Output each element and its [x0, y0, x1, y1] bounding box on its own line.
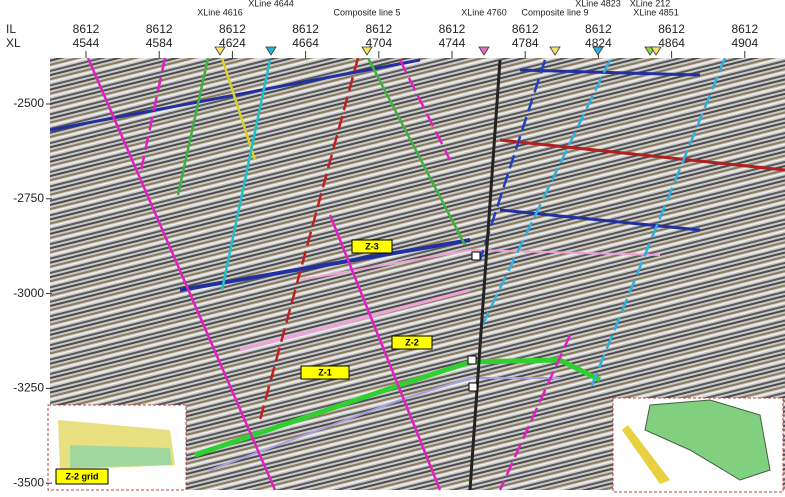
marker-label: XLine 212	[630, 0, 671, 8]
xl-label: 4664	[292, 36, 319, 50]
il-label: 8612	[658, 22, 685, 36]
il-label: 8612	[731, 22, 758, 36]
il-label: 8612	[146, 22, 173, 36]
xl-label: 4864	[658, 36, 685, 50]
marker	[549, 46, 561, 56]
xl-label: 4624	[219, 36, 246, 50]
horizon-tags: Z-3 Z-2 Z-1	[300, 239, 433, 380]
depth-label: -2750	[13, 191, 44, 205]
marker	[650, 46, 662, 56]
il-label: 8612	[512, 22, 539, 36]
marker	[592, 46, 604, 56]
il-label: 8612	[365, 22, 392, 36]
xl-label: 4744	[439, 36, 466, 50]
il-label: 8612	[585, 22, 612, 36]
marker-label: XLine 4644	[248, 0, 294, 8]
marker-label: Composite line 9	[521, 7, 588, 17]
axis-title: XL	[6, 36, 21, 50]
il-label: 8612	[439, 22, 466, 36]
il-label: 8612	[73, 22, 100, 36]
il-label: 8612	[292, 22, 319, 36]
horizon-label: Z-2	[405, 337, 419, 347]
marker-label: XLine 4851	[633, 7, 679, 17]
horizon-label: Z-1	[318, 367, 332, 377]
marker-label: XLine 4760	[461, 7, 507, 17]
depth-label: -2500	[13, 96, 44, 110]
marker	[214, 46, 226, 56]
axes: IL XL	[6, 22, 21, 50]
xl-label: 4904	[731, 36, 758, 50]
marker	[478, 46, 490, 56]
inset-left: Z-2 grid	[47, 404, 187, 491]
depth-label: -3250	[13, 381, 44, 395]
depth-label: -3000	[13, 286, 44, 300]
marker-label: XLine 4616	[197, 7, 243, 17]
marker	[265, 46, 277, 56]
horizon-label: Z-3	[365, 241, 379, 251]
marker-label: Composite line 5	[333, 7, 400, 17]
axis-title: IL	[6, 22, 16, 36]
xl-label: 4784	[512, 36, 539, 50]
marker	[361, 46, 373, 56]
depth-label: -3500	[13, 475, 44, 489]
xl-label: 4584	[146, 36, 173, 50]
il-label: 8612	[219, 22, 246, 36]
xl-label: 4544	[73, 36, 100, 50]
xl-label: 4824	[585, 36, 612, 50]
inset-label: Z-2 grid	[66, 471, 99, 481]
marker-label: XLine 4823	[575, 0, 621, 8]
inset-right	[612, 397, 784, 493]
